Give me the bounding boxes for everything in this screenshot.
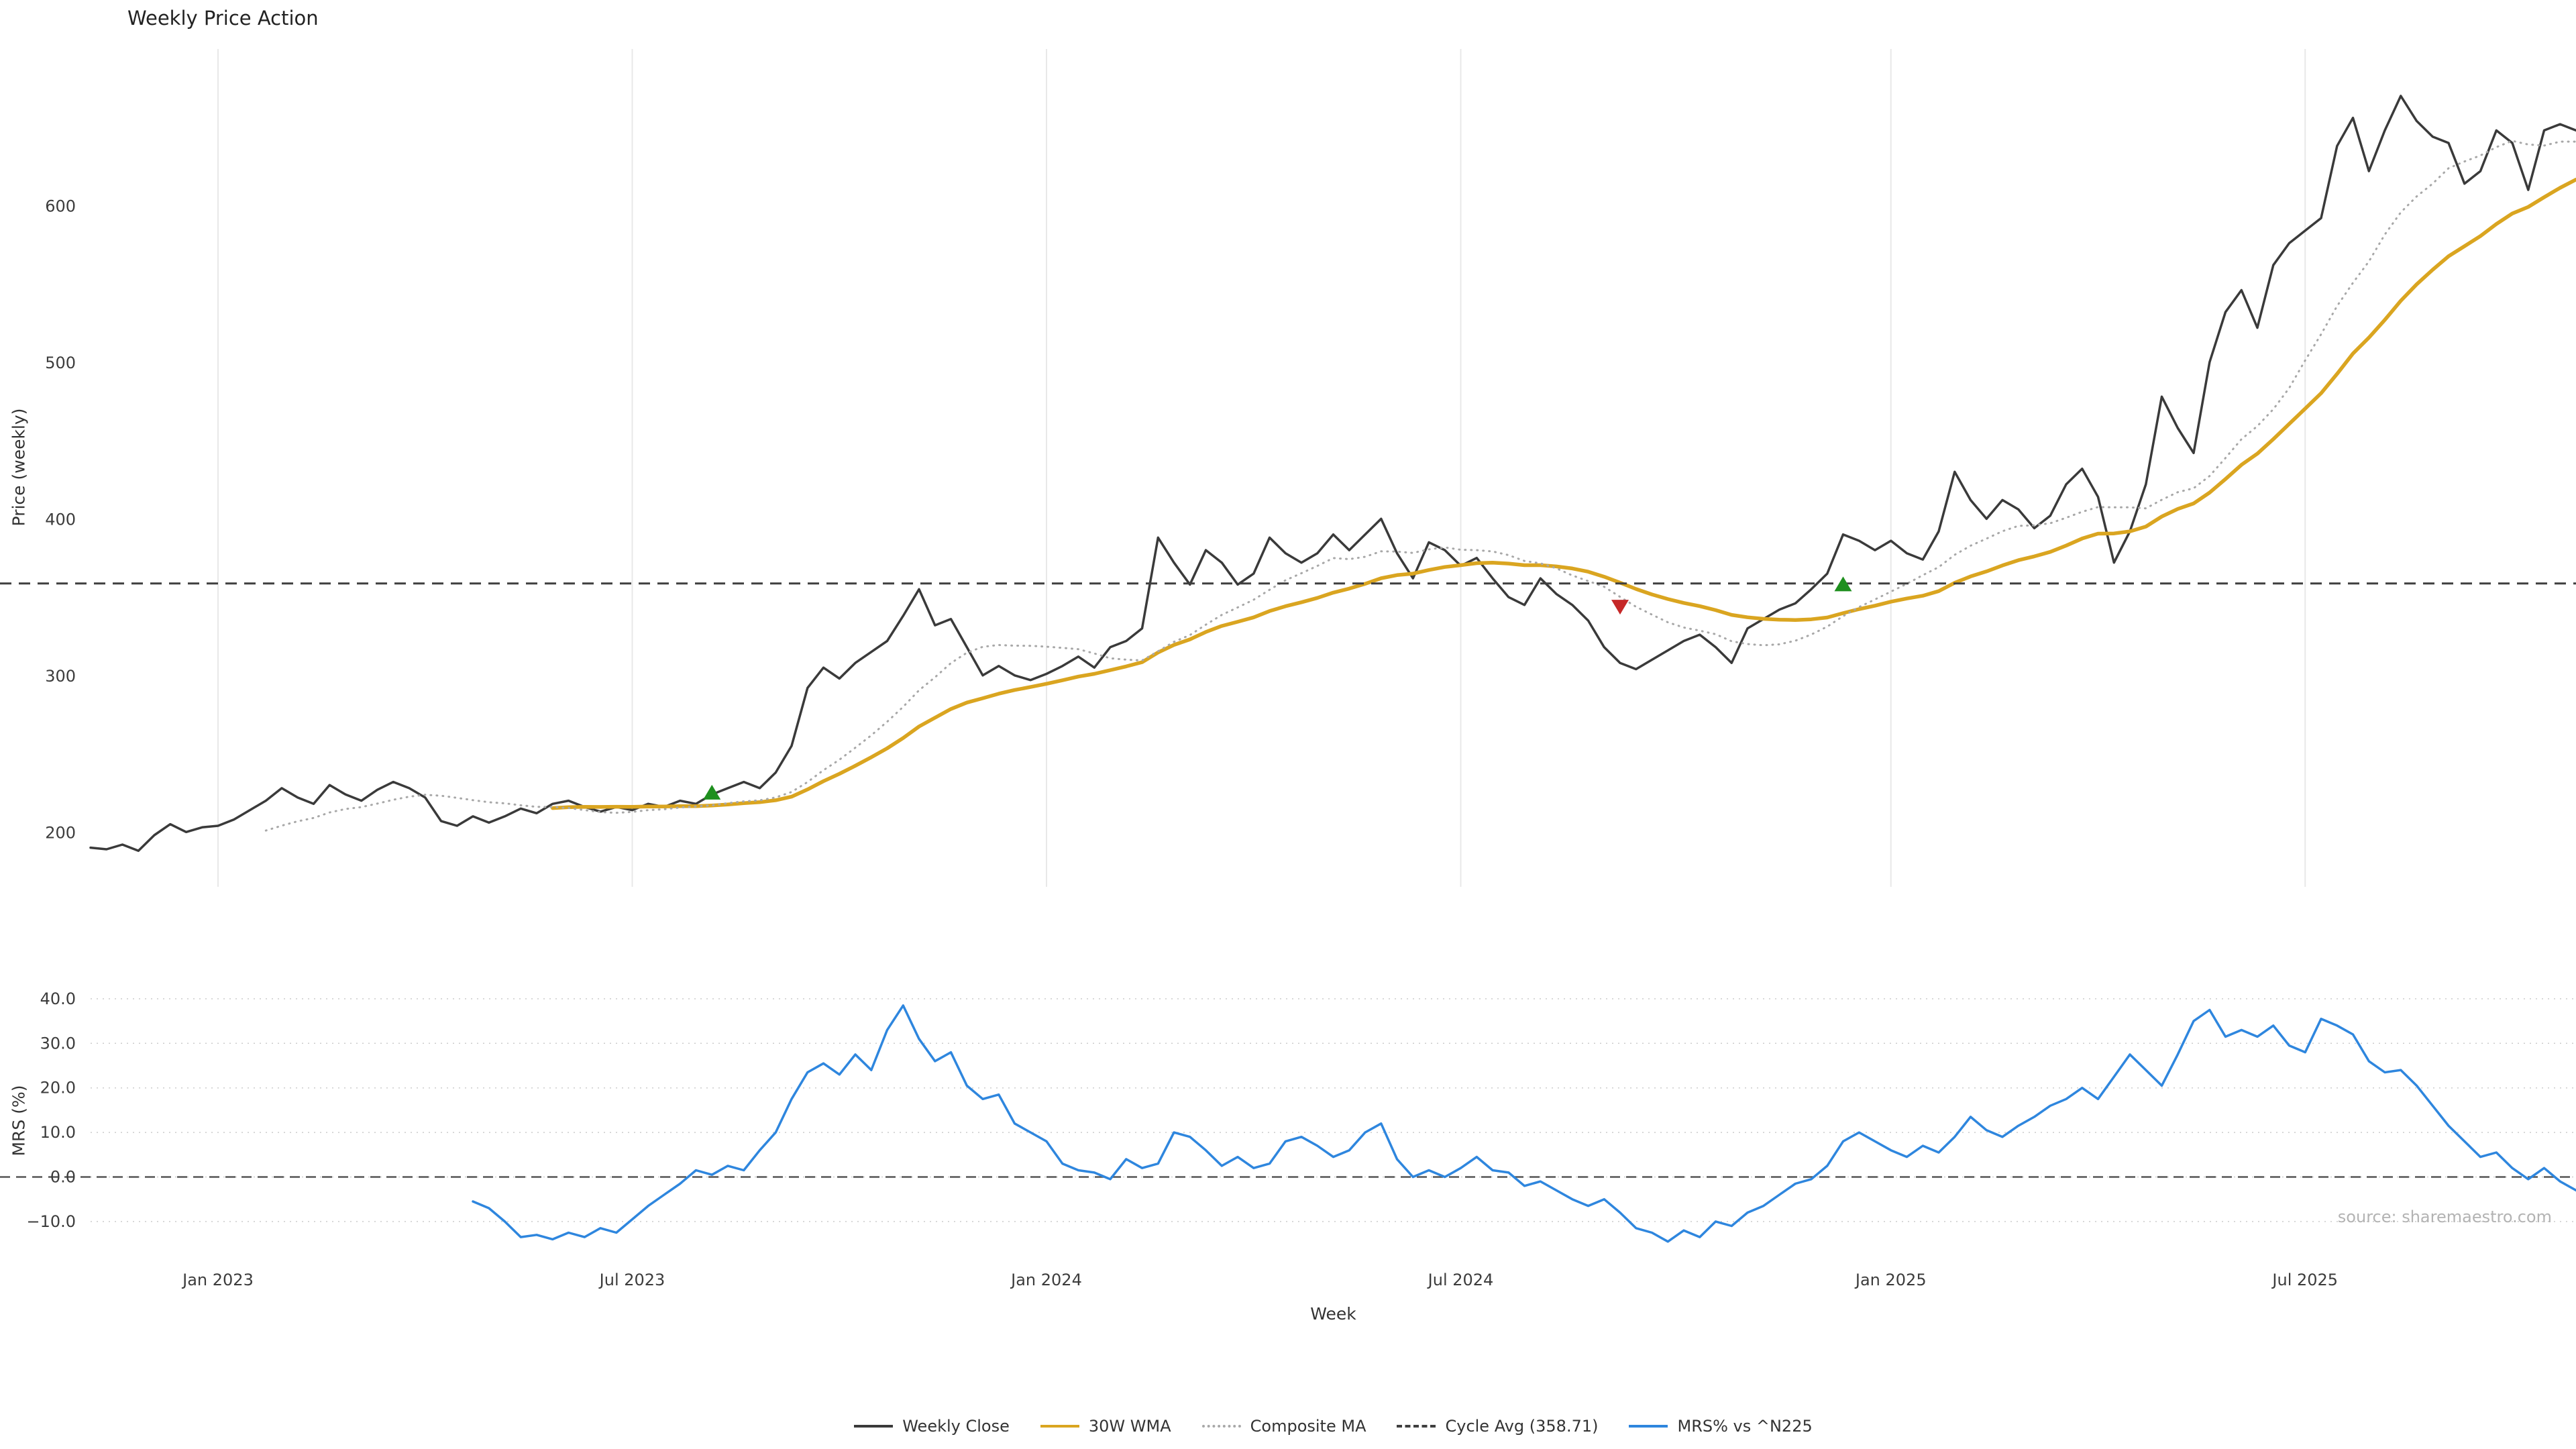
wma-line bbox=[551, 177, 2576, 810]
mrs-y-tick-label: −10.0 bbox=[26, 1212, 76, 1231]
sell-signal-marker bbox=[1611, 600, 1629, 615]
legend-item-cycle-avg: Cycle Avg (358.71) bbox=[1397, 1417, 1598, 1436]
mrs-y-tick-label: 0.0 bbox=[50, 1167, 76, 1186]
x-tick-label: Jul 2024 bbox=[1427, 1271, 1494, 1289]
price-y-tick-label: 400 bbox=[45, 510, 76, 529]
price-panel bbox=[0, 95, 2576, 853]
cycle-avg-line-swatch bbox=[1397, 1425, 1436, 1428]
x-tick-label: Jul 2023 bbox=[598, 1271, 665, 1289]
gridlines-layer bbox=[91, 49, 2576, 1222]
x-tick-label: Jan 2023 bbox=[181, 1271, 254, 1289]
chart-legend: Weekly Close 30W WMA Composite MA Cycle … bbox=[91, 1417, 2576, 1436]
x-tick-label: Jan 2025 bbox=[1854, 1271, 1927, 1289]
axis-tick-labels-layer: Jan 2023 Jul 2023 Jan 2024 Jul 2024 Jan 2025… bbox=[26, 197, 2338, 1289]
legend-item-composite-ma: Composite MA bbox=[1201, 1417, 1366, 1436]
legend-label: MRS% vs ^N225 bbox=[1677, 1417, 1813, 1436]
price-y-tick-label: 600 bbox=[45, 197, 76, 215]
weekly-close-line-swatch bbox=[854, 1425, 894, 1428]
mrs-y-tick-label: 20.0 bbox=[40, 1079, 76, 1097]
mrs-panel bbox=[0, 1004, 2576, 1243]
page-title: Weekly Price Action bbox=[127, 7, 319, 30]
x-tick-label: Jul 2025 bbox=[2271, 1271, 2338, 1289]
buy-signal-marker bbox=[1834, 576, 1852, 592]
legend-label: Cycle Avg (358.71) bbox=[1445, 1417, 1599, 1436]
mrs-axis-label: MRS (%) bbox=[9, 1085, 29, 1157]
price-axis-label: Price (weekly) bbox=[9, 408, 29, 527]
legend-item-mrs: MRS% vs ^N225 bbox=[1629, 1417, 1813, 1436]
composite-ma-line-swatch bbox=[1201, 1425, 1241, 1428]
price-y-tick-label: 200 bbox=[45, 823, 76, 842]
mrs-line-swatch bbox=[1629, 1425, 1668, 1428]
mrs-line bbox=[472, 1004, 2576, 1243]
week-axis-label: Week bbox=[1310, 1304, 1356, 1324]
legend-label: 30W WMA bbox=[1088, 1417, 1171, 1436]
buy-signal-marker bbox=[703, 784, 721, 800]
composite-ma-line bbox=[264, 140, 2576, 832]
legend-label: Weekly Close bbox=[902, 1417, 1010, 1436]
legend-item-30w-wma: 30W WMA bbox=[1040, 1417, 1171, 1436]
mrs-y-tick-label: 10.0 bbox=[40, 1123, 76, 1142]
price-y-tick-label: 500 bbox=[45, 354, 76, 372]
mrs-y-tick-label: 40.0 bbox=[40, 989, 76, 1008]
weekly-close-line bbox=[89, 95, 2576, 853]
mrs-y-tick-label: 30.0 bbox=[40, 1034, 76, 1053]
legend-label: Composite MA bbox=[1250, 1417, 1366, 1436]
source-attribution: source: sharemaestro.com bbox=[2337, 1208, 2552, 1226]
price-y-tick-label: 300 bbox=[45, 667, 76, 686]
x-tick-label: Jan 2024 bbox=[1010, 1271, 1082, 1289]
legend-item-weekly-close: Weekly Close bbox=[854, 1417, 1010, 1436]
wma-line-swatch bbox=[1040, 1425, 1079, 1428]
